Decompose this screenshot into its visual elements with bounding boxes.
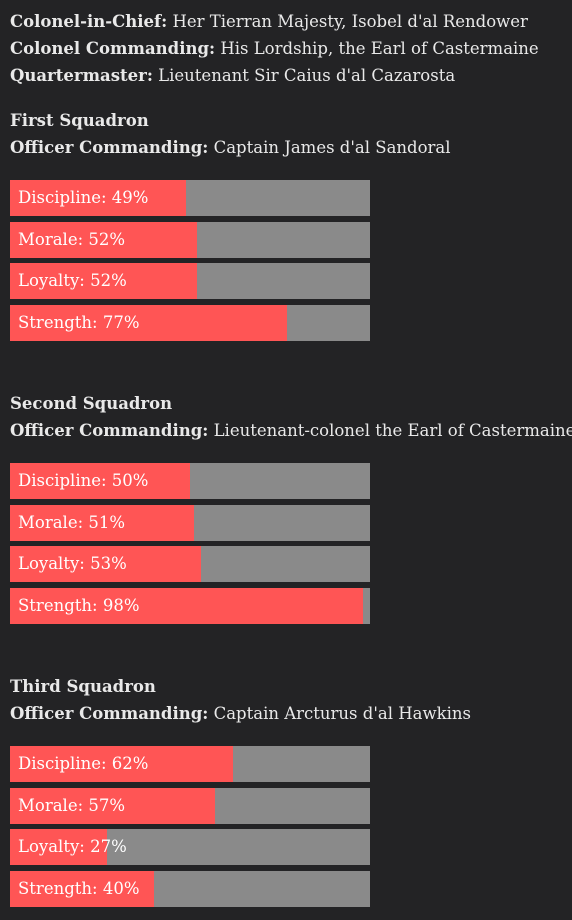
first-squadron-strength-bar: Strength: 77% <box>10 305 370 341</box>
first-squadron-oc-label: Officer Commanding: <box>10 138 209 157</box>
second-squadron-oc-value: Lieutenant-colonel the Earl of Castermai… <box>213 421 572 440</box>
first-squadron-loyalty-fill <box>10 263 198 299</box>
second-squadron-strength-fill <box>10 588 363 624</box>
first-squadron-discipline-bar: Discipline: 49% <box>10 180 370 216</box>
second-squadron-loyalty-bar: Loyalty: 53% <box>10 546 370 582</box>
second-squadron-strength-bar: Strength: 98% <box>10 588 370 624</box>
first-squadron-strength-fill <box>10 305 288 341</box>
colonel-commanding-line: Colonel Commanding: His Lordship, the Ea… <box>10 38 539 60</box>
third-squadron-morale-bar: Morale: 57% <box>10 788 370 824</box>
third-squadron-loyalty-fill <box>10 829 108 865</box>
third-squadron-strength-label: Strength: 40% <box>18 879 140 898</box>
second-squadron-oc-line: Officer Commanding: Lieutenant-colonel t… <box>10 420 572 442</box>
third-squadron-oc-line: Officer Commanding: Captain Arcturus d'a… <box>10 703 471 725</box>
second-squadron-strength-label: Strength: 98% <box>18 596 140 615</box>
third-squadron-oc-label: Officer Commanding: <box>10 704 209 723</box>
second-squadron-title: Second Squadron <box>10 394 173 413</box>
colonel-in-chief-value: Her Tierran Majesty, Isobel d'al Rendowe… <box>172 12 528 31</box>
first-squadron-discipline-fill <box>10 180 187 216</box>
quartermaster-line: Quartermaster: Lieutenant Sir Caius d'al… <box>10 65 455 87</box>
first-squadron-morale-fill <box>10 222 198 258</box>
first-squadron-morale-bar: Morale: 52% <box>10 222 370 258</box>
second-squadron-loyalty-label: Loyalty: 53% <box>18 554 127 573</box>
first-squadron-title: First Squadron <box>10 111 149 130</box>
third-squadron-discipline-fill <box>10 746 234 782</box>
second-squadron-discipline-label: Discipline: 50% <box>18 471 149 490</box>
colonel-commanding-value: His Lordship, the Earl of Castermaine <box>220 39 539 58</box>
colonel-in-chief-label: Colonel-in-Chief: <box>10 12 168 31</box>
first-squadron-strength-label: Strength: 77% <box>18 313 140 332</box>
third-squadron-strength-bar: Strength: 40% <box>10 871 370 907</box>
third-squadron-morale-label: Morale: 57% <box>18 796 126 815</box>
colonel-in-chief-line: Colonel-in-Chief: Her Tierran Majesty, I… <box>10 11 528 33</box>
second-squadron-morale-bar: Morale: 51% <box>10 505 370 541</box>
third-squadron-strength-fill <box>10 871 154 907</box>
second-squadron-loyalty-fill <box>10 546 201 582</box>
second-squadron-morale-fill <box>10 505 194 541</box>
third-squadron-discipline-bar: Discipline: 62% <box>10 746 370 782</box>
first-squadron-oc-value: Captain James d'al Sandoral <box>213 138 451 157</box>
colonel-commanding-label: Colonel Commanding: <box>10 39 216 58</box>
first-squadron-morale-label: Morale: 52% <box>18 230 126 249</box>
second-squadron-oc-label: Officer Commanding: <box>10 421 209 440</box>
third-squadron-loyalty-label: Loyalty: 27% <box>18 837 127 856</box>
first-squadron-loyalty-label: Loyalty: 52% <box>18 271 127 290</box>
first-squadron-loyalty-bar: Loyalty: 52% <box>10 263 370 299</box>
second-squadron-morale-label: Morale: 51% <box>18 513 126 532</box>
first-squadron-discipline-label: Discipline: 49% <box>18 188 149 207</box>
third-squadron-loyalty-bar: Loyalty: 27% <box>10 829 370 865</box>
second-squadron-discipline-bar: Discipline: 50% <box>10 463 370 499</box>
third-squadron-title: Third Squadron <box>10 677 156 696</box>
second-squadron-discipline-fill <box>10 463 190 499</box>
quartermaster-value: Lieutenant Sir Caius d'al Cazarosta <box>158 66 456 85</box>
third-squadron-oc-value: Captain Arcturus d'al Hawkins <box>213 704 471 723</box>
third-squadron-discipline-label: Discipline: 62% <box>18 754 149 773</box>
quartermaster-label: Quartermaster: <box>10 66 153 85</box>
third-squadron-morale-fill <box>10 788 216 824</box>
first-squadron-oc-line: Officer Commanding: Captain James d'al S… <box>10 137 451 159</box>
